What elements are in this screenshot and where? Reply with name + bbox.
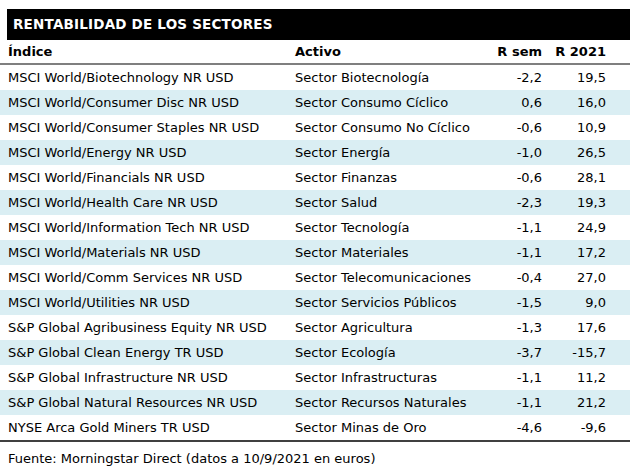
col-header-indice: Índice	[0, 40, 287, 64]
cell-r-sem: -2,3	[472, 190, 542, 215]
cell-r-2021: 24,9	[542, 215, 630, 240]
table-row: MSCI World/Consumer Staples NR USDSector…	[0, 115, 630, 140]
cell-indice: S&P Global Agribusiness Equity NR USD	[0, 315, 287, 340]
table-row: S&P Global Clean Energy TR USDSector Eco…	[0, 340, 630, 365]
cell-r-2021: 26,5	[542, 140, 630, 165]
cell-r-2021: 27,0	[542, 265, 630, 290]
cell-activo: Sector Consumo No Cíclico	[287, 115, 472, 140]
cell-r-2021: 17,6	[542, 315, 630, 340]
cell-indice: NYSE Arca Gold Miners TR USD	[0, 415, 287, 441]
table-row: MSCI World/Biotechnology NR USDSector Bi…	[0, 64, 630, 90]
cell-r-sem: -0,6	[472, 115, 542, 140]
cell-r-sem: 0,6	[472, 90, 542, 115]
cell-activo: Sector Biotecnología	[287, 64, 472, 90]
cell-activo: Sector Materiales	[287, 240, 472, 265]
cell-activo: Sector Minas de Oro	[287, 415, 472, 441]
table-row: MSCI World/Financials NR USDSector Finan…	[0, 165, 630, 190]
cell-r-2021: 19,3	[542, 190, 630, 215]
cell-indice: MSCI World/Biotechnology NR USD	[0, 64, 287, 90]
cell-indice: S&P Global Infrastructure NR USD	[0, 365, 287, 390]
table-row: MSCI World/Comm Services NR USDSector Te…	[0, 265, 630, 290]
cell-indice: MSCI World/Consumer Staples NR USD	[0, 115, 287, 140]
table-row: NYSE Arca Gold Miners TR USDSector Minas…	[0, 415, 630, 441]
cell-r-2021: 28,1	[542, 165, 630, 190]
cell-indice: MSCI World/Energy NR USD	[0, 140, 287, 165]
table-row: S&P Global Infrastructure NR USDSector I…	[0, 365, 630, 390]
cell-activo: Sector Tecnología	[287, 215, 472, 240]
cell-r-2021: 11,2	[542, 365, 630, 390]
cell-indice: S&P Global Natural Resources NR USD	[0, 390, 287, 415]
cell-indice: MSCI World/Financials NR USD	[0, 165, 287, 190]
sectors-table: Índice Activo R sem R 2021 MSCI World/Bi…	[0, 40, 630, 442]
cell-indice: MSCI World/Consumer Disc NR USD	[0, 90, 287, 115]
cell-indice: S&P Global Clean Energy TR USD	[0, 340, 287, 365]
cell-activo: Sector Servicios Públicos	[287, 290, 472, 315]
cell-r-sem: -1,3	[472, 315, 542, 340]
table-row: S&P Global Natural Resources NR USDSecto…	[0, 390, 630, 415]
report-title-bar: RENTABILIDAD DE LOS SECTORES	[7, 9, 630, 40]
cell-activo: Sector Infrastructuras	[287, 365, 472, 390]
table-row: MSCI World/Health Care NR USDSector Salu…	[0, 190, 630, 215]
table-row: MSCI World/Information Tech NR USDSector…	[0, 215, 630, 240]
cell-r-sem: -0,6	[472, 165, 542, 190]
cell-activo: Sector Consumo Cíclico	[287, 90, 472, 115]
cell-r-sem: -1,1	[472, 390, 542, 415]
cell-r-sem: -4,6	[472, 415, 542, 441]
col-header-r-2021: R 2021	[542, 40, 630, 64]
table-row: MSCI World/Energy NR USDSector Energía-1…	[0, 140, 630, 165]
cell-r-sem: -1,1	[472, 365, 542, 390]
source-note: Fuente: Morningstar Direct (datos a 10/9…	[0, 442, 630, 466]
cell-r-sem: -1,0	[472, 140, 542, 165]
report-title: RENTABILIDAD DE LOS SECTORES	[13, 16, 273, 32]
cell-r-2021: 10,9	[542, 115, 630, 140]
col-header-activo: Activo	[287, 40, 472, 64]
cell-r-2021: 16,0	[542, 90, 630, 115]
cell-r-sem: -1,5	[472, 290, 542, 315]
col-header-r-sem: R sem	[472, 40, 542, 64]
table-row: MSCI World/Utilities NR USDSector Servic…	[0, 290, 630, 315]
cell-r-sem: -1,1	[472, 240, 542, 265]
cell-r-2021: 9,0	[542, 290, 630, 315]
table-row: S&P Global Agribusiness Equity NR USDSec…	[0, 315, 630, 340]
cell-r-2021: -9,6	[542, 415, 630, 441]
cell-r-sem: -0,4	[472, 265, 542, 290]
cell-activo: Sector Agricultura	[287, 315, 472, 340]
cell-r-2021: -15,7	[542, 340, 630, 365]
cell-indice: MSCI World/Health Care NR USD	[0, 190, 287, 215]
table-row: MSCI World/Materials NR USDSector Materi…	[0, 240, 630, 265]
cell-r-2021: 21,2	[542, 390, 630, 415]
report-page: RENTABILIDAD DE LOS SECTORES Índice Acti…	[0, 0, 630, 474]
cell-r-sem: -2,2	[472, 64, 542, 90]
cell-indice: MSCI World/Materials NR USD	[0, 240, 287, 265]
cell-indice: MSCI World/Utilities NR USD	[0, 290, 287, 315]
cell-indice: MSCI World/Information Tech NR USD	[0, 215, 287, 240]
cell-r-2021: 17,2	[542, 240, 630, 265]
cell-activo: Sector Telecomunicaciones	[287, 265, 472, 290]
table-row: MSCI World/Consumer Disc NR USDSector Co…	[0, 90, 630, 115]
cell-r-2021: 19,5	[542, 64, 630, 90]
cell-r-sem: -3,7	[472, 340, 542, 365]
cell-activo: Sector Energía	[287, 140, 472, 165]
cell-activo: Sector Ecología	[287, 340, 472, 365]
cell-r-sem: -1,1	[472, 215, 542, 240]
cell-activo: Sector Finanzas	[287, 165, 472, 190]
cell-indice: MSCI World/Comm Services NR USD	[0, 265, 287, 290]
cell-activo: Sector Recursos Naturales	[287, 390, 472, 415]
cell-activo: Sector Salud	[287, 190, 472, 215]
header-row: Índice Activo R sem R 2021	[0, 40, 630, 64]
